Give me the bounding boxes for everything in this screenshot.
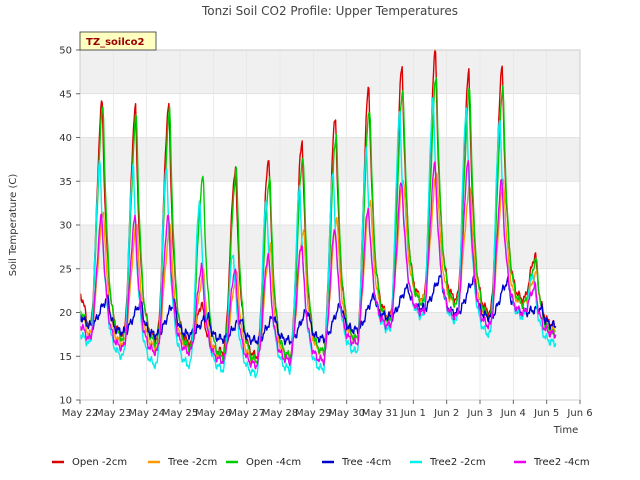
series-lines	[79, 49, 557, 379]
y-tick-label: 50	[59, 46, 72, 57]
y-tick-label: 35	[59, 177, 72, 188]
x-tick-label: May 27	[228, 408, 265, 419]
y-tick-label: 20	[59, 308, 72, 319]
x-tick-label: May 25	[162, 408, 199, 419]
x-axis-title: Time	[553, 425, 578, 436]
series-line	[79, 160, 557, 370]
legend: Open -2cm Tree -2cm Open -4cm Tree -4cm Tree…	[52, 457, 590, 468]
grid-band	[80, 312, 580, 357]
x-tick-label: Jun 5	[533, 408, 559, 419]
x-tick-label: Jun 2	[433, 408, 459, 419]
x-tick-label: May 29	[295, 408, 332, 419]
y-tick-label: 15	[59, 352, 72, 363]
grid-band	[80, 356, 580, 400]
site-badge-box	[79, 31, 157, 51]
chart-title: Tonzi Soil CO2 Profile: Upper Temperatur…	[201, 4, 458, 18]
x-tick-label: Jun 4	[500, 408, 526, 419]
grid-band	[80, 93, 580, 138]
legend-label: Tree -4cm	[341, 457, 391, 468]
y-tick-label: 30	[59, 221, 72, 232]
legend-label: Open -4cm	[246, 457, 301, 468]
x-tick-label: Jun 3	[466, 408, 492, 419]
x-tick-label: May 22	[62, 408, 99, 419]
x-tick-label: May 26	[195, 408, 232, 419]
legend-label: Tree2 -4cm	[533, 457, 590, 468]
y-axis-ticks: 10 15 20 25 30 35 40 45 50	[59, 46, 80, 407]
x-tick-label: Jun 1	[400, 408, 426, 419]
y-tick-label: 40	[59, 133, 72, 144]
y-tick-label: 45	[59, 89, 72, 100]
y-tick-label: 25	[59, 264, 72, 275]
x-tick-label: Jun 6	[566, 408, 592, 419]
x-tick-label: May 23	[95, 408, 132, 419]
site-badge-label: TZ_soilco2	[86, 37, 145, 48]
site-badge: TZ_soilco2	[79, 31, 157, 51]
legend-label: Tree -2cm	[167, 457, 217, 468]
x-tick-label: May 31	[362, 408, 399, 419]
legend-label: Tree2 -2cm	[429, 457, 486, 468]
grid-band	[80, 50, 580, 94]
legend-label: Open -2cm	[72, 457, 127, 468]
y-tick-label: 10	[59, 396, 72, 407]
x-tick-label: May 28	[262, 408, 299, 419]
x-tick-label: May 30	[328, 408, 365, 419]
x-tick-label: May 24	[128, 408, 165, 419]
y-axis-title: Soil Temperature (C)	[8, 174, 19, 277]
